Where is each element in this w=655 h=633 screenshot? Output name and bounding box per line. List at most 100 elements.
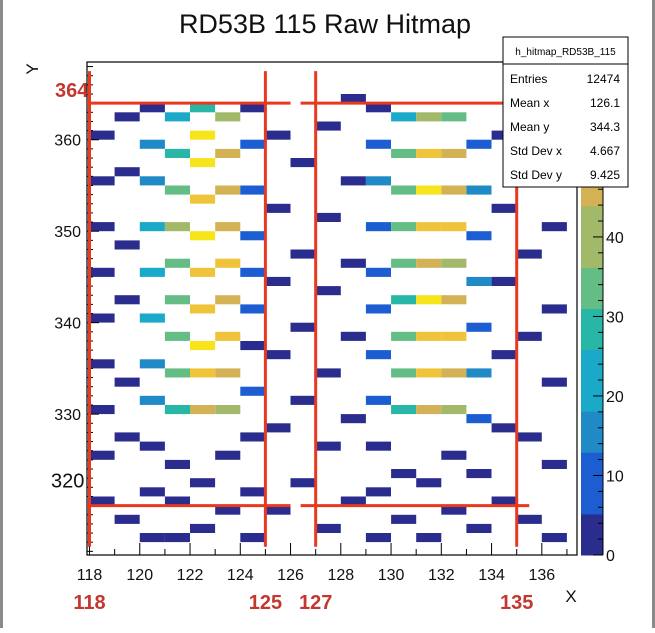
heatmap-cell (215, 295, 241, 305)
y-cut-label: 364 (55, 80, 89, 102)
color-scale-label: 30 (606, 309, 624, 326)
stats-box-rows: Entries 12474 Mean x 126.1 Mean y 344.3 Std De… (510, 72, 620, 182)
heatmap-cell (391, 368, 417, 378)
heatmap-cell (240, 139, 266, 149)
color-scale-band (581, 246, 603, 268)
heatmap-cell (164, 496, 190, 506)
heatmap-cell (164, 533, 190, 543)
stats-row-label: Std Dev x (510, 144, 562, 158)
heatmap-cell (391, 405, 417, 415)
heatmap-cell (139, 103, 165, 113)
heatmap-cell (416, 258, 442, 268)
heatmap-cell (340, 414, 366, 424)
heatmap-cell (365, 441, 391, 451)
heatmap-cell (190, 158, 216, 168)
heatmap-cells (89, 94, 567, 543)
stats-row-value: 12474 (587, 72, 621, 86)
y-tick-label: 360 (54, 133, 81, 150)
heatmap-cell (441, 295, 467, 305)
heatmap-cell (190, 267, 216, 277)
heatmap-cell (516, 432, 542, 442)
heatmap-cell (466, 523, 492, 533)
heatmap-cell (315, 523, 341, 533)
color-scale-band (581, 431, 603, 453)
x-cut-label: 127 (299, 592, 332, 614)
color-scale-band (581, 513, 603, 535)
color-scale-band (581, 267, 603, 289)
x-tick-label: 120 (126, 567, 153, 584)
heatmap-cell (516, 331, 542, 341)
heatmap-cell (190, 368, 216, 378)
heatmap-cell (441, 450, 467, 460)
heatmap-cell (89, 405, 115, 415)
heatmap-cell (516, 249, 542, 259)
heatmap-cell (541, 222, 567, 232)
stats-row-value: 4.667 (590, 144, 620, 158)
heatmap-cell (466, 276, 492, 286)
heatmap-cell (164, 368, 190, 378)
heatmap-cell (114, 514, 140, 524)
heatmap-cell (215, 148, 241, 158)
heatmap-cell (416, 112, 442, 122)
chart-title: RD53B 115 Raw Hitmap (179, 9, 471, 39)
heatmap-cell (416, 295, 442, 305)
heatmap-cell (290, 158, 316, 168)
heatmap-cell (114, 432, 140, 442)
heatmap-cell (416, 478, 442, 488)
heatmap-cell (139, 533, 165, 543)
heatmap-cell (441, 368, 467, 378)
heatmap-cell (265, 505, 291, 515)
x-tick-label: 136 (528, 567, 555, 584)
heatmap-cell (365, 350, 391, 360)
heatmap-cell (441, 112, 467, 122)
heatmap-cell (139, 313, 165, 323)
stats-row-value: 126.1 (590, 96, 620, 110)
heatmap-cell (315, 212, 341, 222)
color-scale-band (581, 472, 603, 494)
heatmap-cell (340, 176, 366, 186)
stats-row-label: Mean y (510, 120, 549, 134)
heatmap-cell (365, 267, 391, 277)
heatmap-cell (89, 359, 115, 369)
heatmap-cell (139, 222, 165, 232)
heatmap-cell (215, 222, 241, 232)
heatmap-cell (215, 258, 241, 268)
heatmap-cell (240, 487, 266, 497)
heatmap-cell (365, 395, 391, 405)
heatmap-cell (114, 167, 140, 177)
heatmap-cell (164, 112, 190, 122)
heatmap-cell (441, 331, 467, 341)
heatmap-cell (466, 414, 492, 424)
heatmap-cell (190, 523, 216, 533)
color-scale-band (581, 390, 603, 412)
heatmap-cell (516, 514, 542, 524)
heatmap-cell (89, 222, 115, 232)
heatmap-cell (89, 496, 115, 506)
stats-box-name: h_hitmap_RD53B_115 (515, 47, 616, 58)
heatmap-cell (89, 313, 115, 323)
color-scale-label: 40 (606, 230, 624, 247)
heatmap-cell (541, 459, 567, 469)
stats-row-label: Mean x (510, 96, 549, 110)
heatmap-cell (416, 222, 442, 232)
heatmap-cell (215, 405, 241, 415)
heatmap-cell (139, 359, 165, 369)
heatmap-cell (190, 341, 216, 351)
heatmap-cell (491, 203, 517, 213)
heatmap-cell (416, 533, 442, 543)
heatmap-cell (265, 423, 291, 433)
heatmap-cell (466, 139, 492, 149)
heatmap-cell (265, 276, 291, 286)
heatmap-cell (190, 231, 216, 241)
heatmap-cell (240, 267, 266, 277)
x-tick-label: 126 (277, 567, 304, 584)
color-scale-band (581, 493, 603, 515)
heatmap-cell (340, 331, 366, 341)
heatmap-cell (240, 432, 266, 442)
heatmap-cell (164, 258, 190, 268)
color-scale-band (581, 349, 603, 371)
heatmap-cell (315, 121, 341, 131)
heatmap-cell (416, 148, 442, 158)
heatmap-cell (240, 341, 266, 351)
